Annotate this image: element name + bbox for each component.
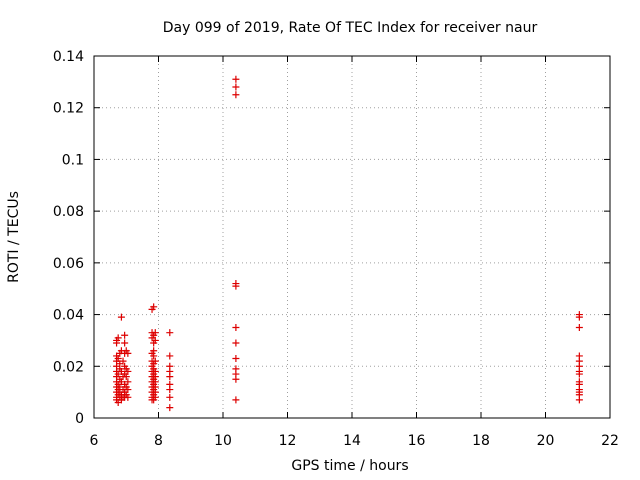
- data-point: [151, 329, 159, 337]
- y-tick-label: 0.1: [62, 152, 84, 168]
- x-tick-label: 20: [537, 433, 555, 449]
- data-point: [151, 393, 159, 401]
- data-point: [232, 375, 240, 383]
- data-point: [232, 91, 240, 99]
- data-point: [151, 336, 159, 344]
- data-point: [121, 331, 129, 339]
- x-tick-label: 8: [154, 433, 163, 449]
- data-point: [124, 393, 132, 401]
- x-tick-label: 12: [279, 433, 297, 449]
- data-point: [124, 386, 132, 394]
- x-tick-label: 16: [408, 433, 426, 449]
- data-point: [121, 339, 129, 347]
- data-point: [122, 373, 130, 381]
- data-point: [166, 352, 174, 360]
- x-tick-label: 18: [472, 433, 490, 449]
- data-point: [113, 339, 121, 347]
- data-point: [575, 313, 583, 321]
- data-point: [117, 313, 125, 321]
- data-point: [575, 370, 583, 378]
- data-point: [232, 396, 240, 404]
- data-point: [575, 396, 583, 404]
- data-point: [124, 367, 132, 375]
- data-point: [575, 324, 583, 331]
- data-point: [166, 386, 174, 394]
- data-point: [232, 282, 240, 290]
- data-point: [150, 303, 158, 311]
- x-tick-label: 14: [343, 433, 361, 449]
- y-axis-label: ROTI / TECUs: [6, 191, 22, 283]
- data-point: [232, 83, 240, 91]
- data-point: [124, 378, 132, 386]
- y-tick-label: 0.08: [53, 204, 84, 220]
- x-tick-label: 6: [90, 433, 99, 449]
- x-tick-labels: 6 8 10 12 14 16 18 20 22: [90, 433, 619, 449]
- y-tick-labels: 0 0.02 0.04 0.06 0.08 0.1 0.12 0.14: [53, 49, 84, 427]
- grid-lines: [94, 56, 610, 418]
- data-points: [113, 75, 583, 412]
- axis-ticks: [93, 55, 611, 419]
- data-point: [232, 355, 240, 363]
- data-point: [166, 393, 174, 401]
- data-point: [166, 373, 174, 381]
- y-tick-label: 0: [75, 411, 84, 427]
- data-point: [232, 75, 240, 83]
- data-point: [232, 339, 240, 347]
- data-point: [124, 349, 132, 357]
- data-point: [166, 329, 174, 337]
- x-tick-label: 22: [601, 433, 619, 449]
- y-tick-label: 0.12: [53, 101, 84, 117]
- x-tick-label: 10: [214, 433, 232, 449]
- data-point: [150, 352, 158, 360]
- y-tick-label: 0.02: [53, 359, 84, 375]
- data-point: [114, 355, 122, 363]
- x-axis-label: GPS time / hours: [291, 458, 408, 474]
- data-point: [119, 357, 127, 365]
- y-tick-label: 0.14: [53, 49, 84, 65]
- data-point: [114, 334, 122, 342]
- chart-title: Day 099 of 2019, Rate Of TEC Index for r…: [163, 20, 538, 36]
- data-point: [151, 357, 159, 365]
- data-point: [166, 404, 174, 412]
- data-point: [232, 324, 240, 331]
- y-tick-label: 0.04: [53, 308, 84, 324]
- y-tick-label: 0.06: [53, 256, 84, 272]
